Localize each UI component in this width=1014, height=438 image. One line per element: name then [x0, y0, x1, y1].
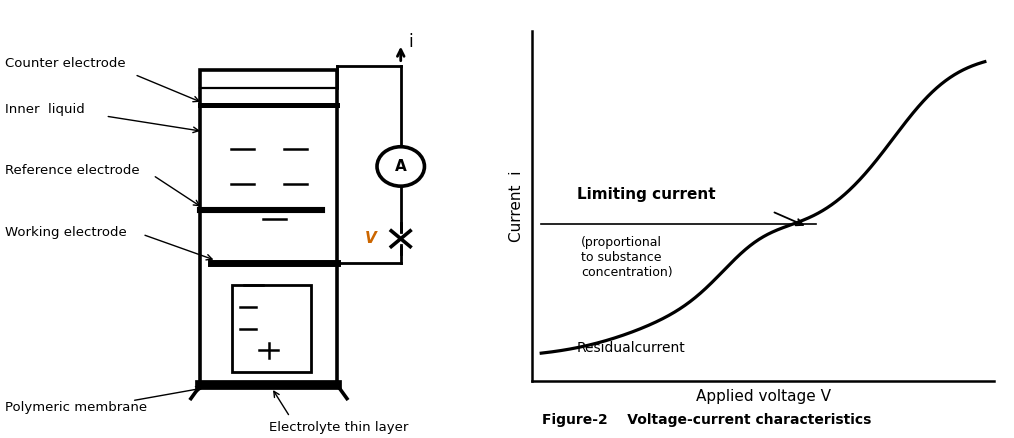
Text: Reference electrode: Reference electrode: [5, 164, 140, 177]
Circle shape: [377, 147, 425, 186]
Text: Residualcurrent: Residualcurrent: [577, 341, 685, 355]
Text: Electrolyte thin layer: Electrolyte thin layer: [269, 420, 409, 434]
Text: Counter electrode: Counter electrode: [5, 57, 126, 70]
Text: Inner  liquid: Inner liquid: [5, 103, 85, 116]
X-axis label: Applied voltage V: Applied voltage V: [696, 389, 830, 404]
Text: (proportional
to substance
concentration): (proportional to substance concentration…: [581, 236, 672, 279]
Text: A: A: [394, 159, 407, 174]
Text: Figure-2    Voltage-current characteristics: Figure-2 Voltage-current characteristics: [542, 413, 872, 427]
Text: Working electrode: Working electrode: [5, 226, 127, 239]
Y-axis label: Current  i: Current i: [509, 170, 524, 242]
Text: i: i: [409, 32, 414, 51]
Text: Limiting current: Limiting current: [577, 187, 715, 202]
Text: Polymeric membrane: Polymeric membrane: [5, 401, 147, 414]
Text: V: V: [365, 231, 377, 246]
